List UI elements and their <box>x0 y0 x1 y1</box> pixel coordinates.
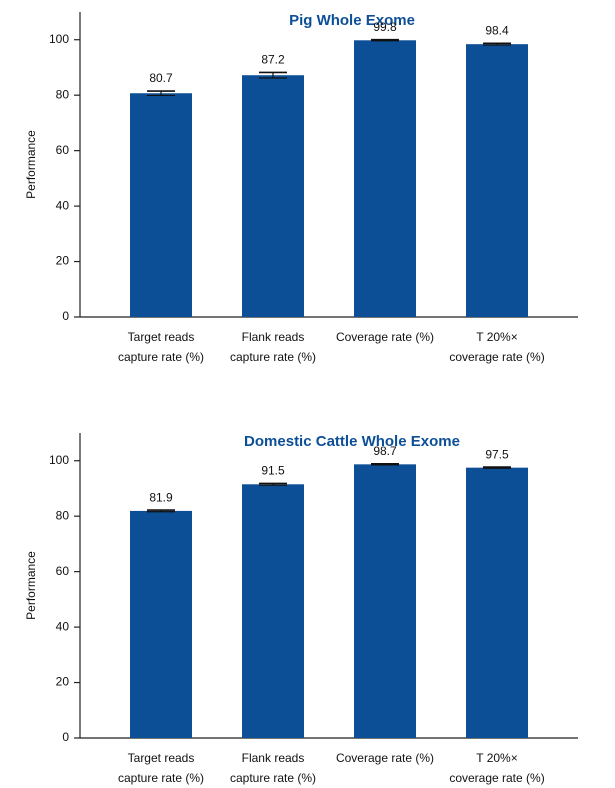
chart1-data-label-1: 80.7 <box>149 71 173 85</box>
chart2-y-tick-label: 20 <box>56 675 70 689</box>
chart1-bar-4 <box>466 44 528 317</box>
chart1-x-tick-label-2: Flank reads <box>242 330 305 344</box>
chart1-y-tick-label: 80 <box>56 87 70 101</box>
chart1-x-tick-label-4: T 20%× <box>476 330 517 344</box>
chart2-y-tick-label: 80 <box>56 508 70 522</box>
chart2-bar-1 <box>130 510 192 738</box>
chart1-x-tick-label-2: capture rate (%) <box>230 350 316 364</box>
chart1-bar-2 <box>242 75 304 317</box>
chart2-x-tick-label-2: Flank reads <box>242 751 305 765</box>
chart2-y-tick-label: 0 <box>62 730 69 744</box>
chart2-x-tick-label-4: coverage rate (%) <box>449 771 544 785</box>
chart1-bar-1 <box>130 93 192 317</box>
chart2-data-label-4: 97.5 <box>485 447 509 461</box>
chart2-x-tick-label-2: capture rate (%) <box>230 771 316 785</box>
chart2-title: Domestic Cattle Whole Exome <box>244 433 460 450</box>
chart1-y-tick-label: 100 <box>49 32 69 46</box>
chart1-x-tick-label-1: Target reads <box>128 330 195 344</box>
chart1-data-label-4: 98.4 <box>485 24 509 38</box>
chart1-y-tick-label: 20 <box>56 254 70 268</box>
chart1-y-tick-label: 60 <box>56 143 70 157</box>
chart1-data-label-3: 99.8 <box>373 20 397 34</box>
chart1-x-tick-label-4: coverage rate (%) <box>449 350 544 364</box>
chart1-x-tick-label-3: Coverage rate (%) <box>336 330 434 344</box>
chart2-x-tick-label-4: T 20%× <box>476 751 517 765</box>
chart2-x-tick-label-1: Target reads <box>128 751 195 765</box>
chart2-y-tick-label: 60 <box>56 564 70 578</box>
chart1-data-label-2: 87.2 <box>261 53 285 67</box>
chart1-title: Pig Whole Exome <box>289 12 415 29</box>
chart1-y-tick-label: 0 <box>62 309 69 323</box>
chart2-y-tick-label: 100 <box>49 453 69 467</box>
chart1-y-tick-label: 40 <box>56 198 70 212</box>
chart2-y-axis-label: Performance <box>24 551 38 620</box>
chart2-bar-2 <box>242 484 304 738</box>
chart2-data-label-1: 81.9 <box>149 490 173 504</box>
chart2-bar-3 <box>354 464 416 738</box>
chart2-x-tick-label-3: Coverage rate (%) <box>336 751 434 765</box>
chart2-data-label-3: 98.7 <box>373 444 397 458</box>
chart2-x-tick-label-1: capture rate (%) <box>118 771 204 785</box>
chart2-data-label-2: 91.5 <box>261 464 285 478</box>
chart1-x-tick-label-1: capture rate (%) <box>118 350 204 364</box>
chart1-bar-3 <box>354 40 416 317</box>
chart2-y-tick-label: 40 <box>56 619 70 633</box>
chart1-y-axis-label: Performance <box>24 130 38 199</box>
chart2-bar-4 <box>466 467 528 738</box>
